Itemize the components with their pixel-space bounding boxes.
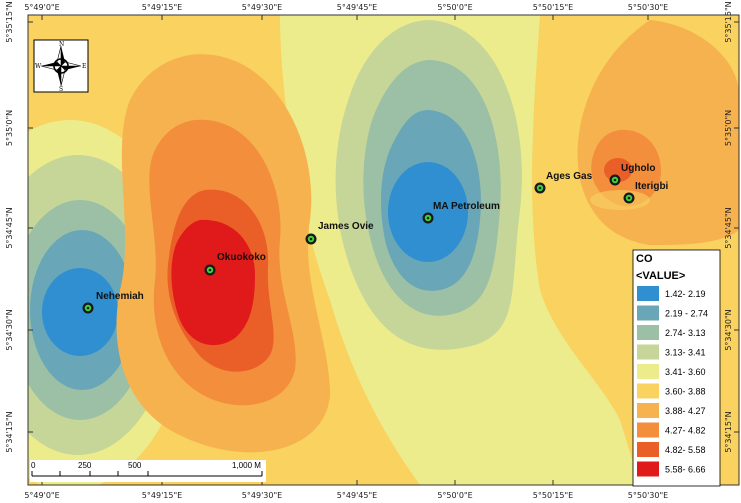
- legend-label: 3.13- 3.41: [665, 348, 706, 358]
- high-zone-ugholo: [577, 20, 739, 245]
- left-tick-label: 5°34'30"N: [5, 309, 14, 350]
- top-tick-label: 5°50'30"E: [628, 3, 668, 12]
- legend-label: 3.41- 3.60: [665, 367, 706, 377]
- site-nehemiah[interactable]: Nehemiah: [82, 291, 144, 314]
- contour-surface: [28, 15, 739, 485]
- map-frame: [27, 14, 740, 486]
- low-zone-ma-petroleum: [335, 20, 522, 350]
- legend-swatch: [637, 305, 659, 321]
- scale-label-250: 250: [78, 461, 92, 470]
- legend: CO <VALUE> 1.42- 2.19 2.19 - 2.74 2.74- 3.…: [632, 249, 721, 487]
- site-james-ovie[interactable]: James Ovie: [305, 221, 375, 245]
- legend-label: 1.42- 2.19: [665, 289, 706, 299]
- top-tick-label: 5°50'15"E: [533, 3, 573, 12]
- legend-label: 3.60- 3.88: [665, 387, 706, 397]
- bottom-tick-label: 5°50'15"E: [533, 491, 573, 500]
- right-tick-label: 5°34'30"N: [724, 309, 733, 350]
- site-ma-petroleum[interactable]: MA Petroleum: [422, 201, 500, 224]
- left-tick-label: 5°35'15"N: [5, 1, 14, 42]
- bottom-tick-label: 5°50'0"E: [437, 491, 472, 500]
- legend-items: 1.42- 2.19 2.19 - 2.74 2.74- 3.13 3.13- 3.4…: [637, 286, 708, 477]
- left-tick-label: 5°35'0"N: [5, 110, 14, 146]
- site-label: Okuokoko: [217, 252, 266, 263]
- top-tick-label: 5°49'30"E: [242, 3, 282, 12]
- legend-swatch: [637, 286, 659, 301]
- legend-swatch: [637, 422, 659, 438]
- legend-title: CO: [636, 253, 653, 265]
- legend-label: 2.74- 3.13: [665, 328, 706, 338]
- sampling-sites: Nehemiah Okuokoko James Ovie MA Petroleum Ag…: [82, 163, 669, 314]
- legend-swatch: [637, 403, 659, 418]
- scale-bar: 0 250 500 1,000 M: [30, 460, 266, 482]
- top-tick-label: 5°49'15"E: [142, 3, 182, 12]
- legend-swatch: [637, 461, 659, 477]
- left-tick-label: 5°34'45"N: [5, 207, 14, 248]
- top-tick-label: 5°49'0"E: [24, 3, 59, 12]
- legend-subtitle: <VALUE>: [636, 270, 685, 282]
- bottom-tick-label: 5°49'0"E: [24, 491, 59, 500]
- scale-label-0: 0: [31, 461, 36, 470]
- site-label: Nehemiah: [96, 291, 144, 302]
- scale-label-500: 500: [128, 461, 142, 470]
- site-ages-gas[interactable]: Ages Gas: [534, 171, 593, 194]
- legend-swatch: [637, 442, 659, 457]
- top-tick-label: 5°50'0"E: [437, 3, 472, 12]
- legend-swatch: [637, 325, 659, 340]
- compass-east-label: E: [82, 63, 86, 70]
- site-okuokoko[interactable]: Okuokoko: [204, 252, 266, 276]
- site-label: Ages Gas: [546, 171, 593, 182]
- site-label: MA Petroleum: [433, 201, 500, 212]
- scale-label-1000: 1,000 M: [232, 461, 261, 470]
- right-tick-label: 5°35'0"N: [724, 110, 733, 146]
- bottom-tick-label: 5°49'15"E: [142, 491, 182, 500]
- legend-swatch: [637, 383, 659, 399]
- right-tick-label: 5°34'45"N: [724, 207, 733, 248]
- site-label: Iterigbi: [635, 181, 669, 192]
- legend-label: 4.82- 5.58: [665, 445, 706, 455]
- right-tick-label: 5°34'15"N: [724, 411, 733, 452]
- high-zone-okuokoko: [116, 54, 330, 453]
- bottom-tick-label: 5°49'30"E: [242, 491, 282, 500]
- top-tick-label: 5°49'45"E: [337, 3, 377, 12]
- legend-swatch: [637, 344, 659, 360]
- site-ugholo[interactable]: Ugholo: [609, 163, 656, 186]
- site-label: Ugholo: [621, 163, 655, 174]
- compass-west-label: W: [35, 63, 42, 70]
- bottom-tick-label: 5°50'30"E: [628, 491, 668, 500]
- legend-label: 5.58- 6.66: [665, 465, 706, 475]
- site-iterigbi[interactable]: Iterigbi: [623, 181, 669, 204]
- compass-north-label: N: [59, 41, 64, 48]
- legend-label: 2.19 - 2.74: [665, 309, 708, 319]
- contour-patch-iterigbi: [590, 190, 650, 210]
- site-label: James Ovie: [318, 221, 374, 232]
- right-tick-label: 5°35'15"N: [724, 1, 733, 42]
- compass-south-label: S: [59, 86, 63, 93]
- left-tick-label: 5°34'15"N: [5, 411, 14, 452]
- bottom-tick-label: 5°49'45"E: [337, 491, 377, 500]
- compass-rose: N S E W: [33, 39, 89, 93]
- graticule-ticks: 5°49'0"E 5°49'15"E 5°49'30"E 5°49'45"E 5°50'…: [5, 1, 739, 500]
- legend-swatch: [637, 364, 659, 379]
- legend-label: 4.27- 4.82: [665, 426, 706, 436]
- compass-icon: [40, 45, 82, 87]
- legend-label: 3.88- 4.27: [665, 406, 706, 416]
